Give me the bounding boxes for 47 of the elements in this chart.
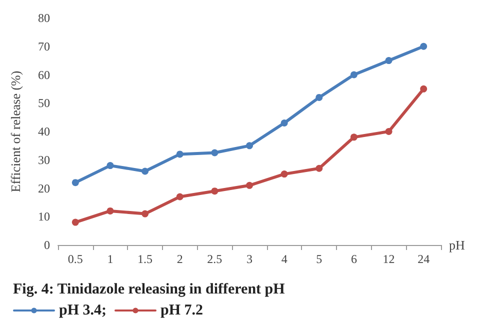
y-tick-label: 50 — [38, 96, 50, 110]
text: Fig. 4: Tinidazole releasing in different pH — [13, 282, 286, 298]
y-tick-label: 60 — [38, 68, 50, 82]
x-axis-title: pH — [449, 238, 465, 252]
y-tick-label: 80 — [38, 11, 50, 25]
y-tick-label: 10 — [38, 210, 50, 224]
x-tick-label: 2.5 — [207, 252, 222, 266]
point — [142, 210, 149, 218]
x-tick-label: 12 — [382, 252, 395, 266]
y-tick-label: 20 — [38, 181, 50, 196]
point — [211, 188, 218, 195]
point — [385, 128, 392, 135]
x-tick-label: 3 — [246, 252, 252, 266]
point — [316, 164, 323, 172]
legend-label: pH 3.4; — [59, 302, 107, 318]
point — [350, 71, 358, 78]
y-tick-label: 40 — [38, 124, 50, 138]
x-tick-label: 24 — [418, 252, 430, 266]
x-tick-label: 6 — [350, 252, 357, 266]
x-tick-label: 4 — [281, 252, 288, 266]
y-axis-title: Efficient of release (%) — [8, 70, 23, 192]
y-tick-label: 0 — [44, 238, 50, 252]
x-tick-label: 5 — [316, 252, 322, 266]
x-tick-label: 1.5 — [138, 252, 153, 266]
point — [106, 162, 114, 170]
point — [106, 207, 114, 214]
x-tick-label: 2 — [176, 252, 183, 266]
point — [280, 170, 288, 178]
point — [72, 218, 79, 226]
x-tick-label: 1 — [107, 252, 114, 266]
legend-label: pH 7.2 — [160, 302, 204, 318]
point — [420, 42, 428, 50]
point — [246, 182, 253, 189]
point — [350, 134, 358, 141]
point — [176, 150, 184, 158]
point — [316, 94, 323, 101]
y-tick-label: 30 — [38, 152, 50, 167]
point — [246, 142, 253, 150]
point — [72, 179, 79, 186]
point — [142, 168, 149, 175]
y-tick-label: 70 — [38, 39, 50, 54]
point — [385, 57, 392, 64]
point — [280, 119, 288, 126]
point — [211, 149, 218, 156]
point — [176, 193, 184, 200]
point — [420, 85, 428, 92]
x-tick-label: 0.5 — [68, 252, 83, 266]
